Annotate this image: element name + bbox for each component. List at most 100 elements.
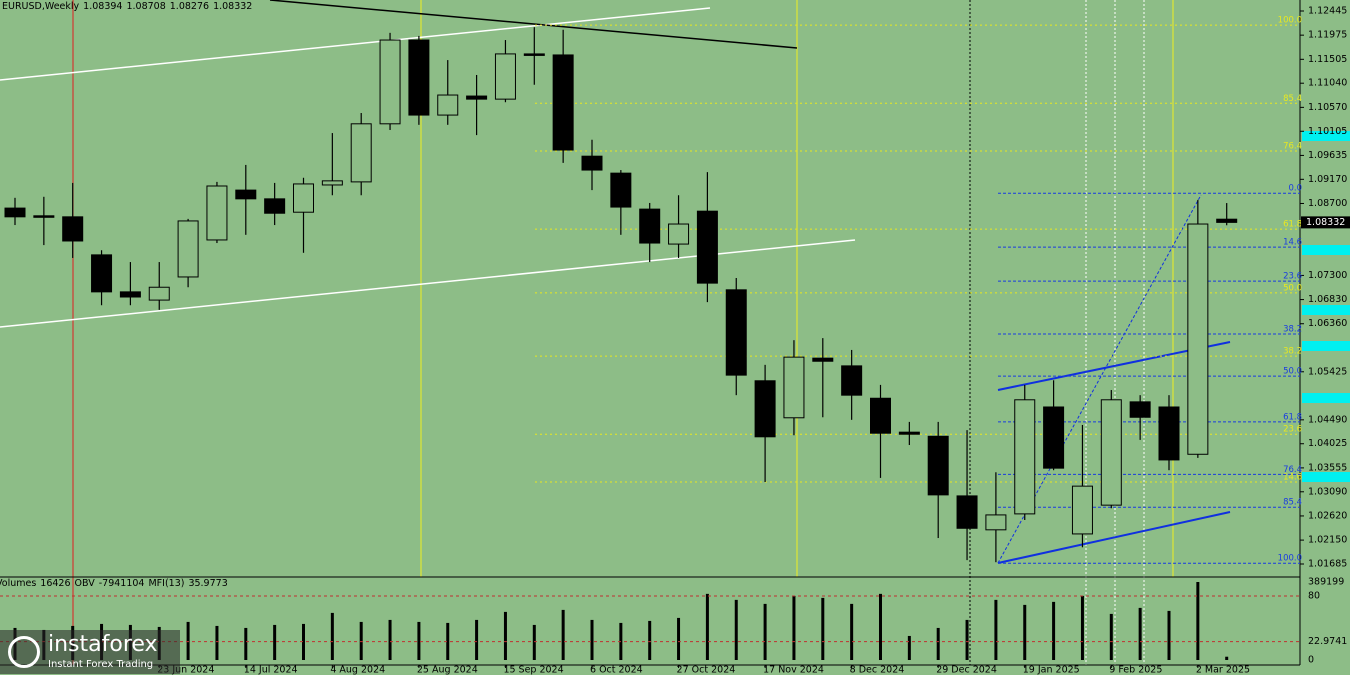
candle-body [1014, 399, 1036, 515]
volume-bar [215, 625, 219, 660]
volume-bar [244, 627, 248, 660]
volume-bar [503, 611, 507, 660]
candle-body [1043, 406, 1065, 469]
volume-bar [273, 624, 277, 660]
volume-bar [532, 624, 536, 660]
price-marker [1302, 245, 1350, 255]
candle-body [4, 207, 26, 218]
candle-body [956, 495, 978, 529]
logo-icon [8, 636, 40, 668]
candle-body [552, 54, 574, 151]
price-marker [1302, 341, 1350, 351]
label: MFI(13) [148, 578, 185, 589]
x-tick-label: 15 Sep 2024 [503, 665, 563, 675]
candle-body [1158, 406, 1180, 461]
candle-body [696, 210, 718, 284]
volume-bar [1080, 595, 1084, 660]
volume-bar [561, 609, 565, 660]
volume-bar [763, 603, 767, 660]
fibo-label: 14.6 [1283, 473, 1302, 483]
value: 35.9773 [188, 578, 228, 589]
candle-body [1100, 399, 1122, 506]
y-tick-label: 1.11975 [1308, 30, 1347, 41]
volume-bar [417, 621, 421, 660]
candle-body [148, 286, 170, 301]
volume-bar [821, 597, 825, 660]
candle-body [62, 216, 84, 242]
candle-body [985, 514, 1007, 531]
candle-body [293, 183, 314, 213]
price-marker [1302, 472, 1350, 482]
x-tick-label: 25 Aug 2024 [417, 665, 478, 675]
candle-body [33, 215, 55, 218]
current-price-label: 1.08332 [1306, 217, 1345, 228]
candle-body [898, 431, 920, 435]
fibo-label: 23.6 [1283, 272, 1302, 282]
fibo-label: 50.0 [1283, 367, 1302, 377]
mfi-tick-label: 80 [1308, 591, 1320, 602]
trend-line [997, 511, 1231, 564]
y-tick-label: 1.02620 [1308, 510, 1347, 521]
fibo-label: 0.0 [1288, 184, 1302, 194]
candle-body [350, 123, 372, 183]
brand: instaforex [48, 632, 158, 657]
x-tick-label: 6 Oct 2024 [590, 665, 643, 675]
candle-body [725, 289, 747, 376]
volume-tick-label: 0 [1308, 655, 1314, 666]
y-tick-label: 1.05425 [1308, 366, 1347, 377]
y-tick-label: 1.01685 [1308, 558, 1347, 569]
volume-bar [446, 622, 450, 660]
candle-body [1071, 485, 1093, 535]
volume-bar [850, 603, 854, 660]
candle-body [841, 365, 863, 396]
volume-bar [936, 627, 940, 660]
mfi-tick-label: 22.9741 [1308, 636, 1347, 647]
fibo-label: 38.2 [1283, 325, 1302, 335]
candle-body [494, 53, 516, 100]
volume-bar [879, 593, 882, 660]
x-tick-label: 29 Dec 2024 [936, 665, 997, 675]
volume-bar [302, 623, 305, 660]
volume-bar [1023, 604, 1027, 660]
candle-body [927, 435, 949, 496]
fibo-label: 14.6 [1283, 238, 1302, 248]
volume-bar [1167, 610, 1171, 660]
volume-bar [792, 595, 796, 660]
fibo-label: 100.0 [1278, 16, 1302, 26]
volume-bar [705, 593, 709, 660]
x-tick-label: 27 Oct 2024 [677, 665, 736, 675]
candle-body [379, 39, 401, 125]
fibo-label: 38.2 [1283, 347, 1302, 357]
fibo-label: 76.4 [1283, 465, 1302, 475]
label: Volumes [0, 578, 37, 589]
axis-highlights [1302, 131, 1350, 482]
volume-bar [330, 612, 334, 660]
candle-body [177, 220, 199, 278]
y-tick-label: 1.09635 [1308, 150, 1347, 161]
x-tick-label: 9 Feb 2025 [1109, 665, 1162, 675]
trend-line [0, 7, 711, 81]
x-tick-label: 17 Nov 2024 [763, 665, 824, 675]
x-tick-label: 14 Jul 2024 [244, 665, 298, 675]
y-tick-label: 1.11505 [1308, 54, 1347, 65]
y-tick-label: 1.04490 [1308, 414, 1347, 425]
close: 1.08332 [213, 1, 253, 12]
candle-body [523, 53, 545, 56]
fibo-label: 85.4 [1283, 94, 1302, 104]
candle-body [321, 180, 343, 186]
y-tick-label: 1.10105 [1308, 126, 1347, 137]
candle-body [235, 189, 257, 200]
volume-bar [475, 619, 479, 660]
fibo-label: 50.0 [1283, 283, 1302, 293]
candle-body [581, 155, 603, 171]
fibo-label: 23.6 [1283, 425, 1302, 435]
candle-body [408, 39, 430, 116]
y-tick-label: 1.12445 [1308, 5, 1347, 16]
watermark: instaforex Instant Forex Trading [0, 630, 180, 674]
fibo-label: 76.4 [1283, 142, 1302, 152]
volume-bar [590, 619, 594, 660]
candle-body [264, 198, 286, 214]
candle-body [466, 95, 488, 100]
symbol: EURUSD,Weekly [2, 1, 80, 12]
